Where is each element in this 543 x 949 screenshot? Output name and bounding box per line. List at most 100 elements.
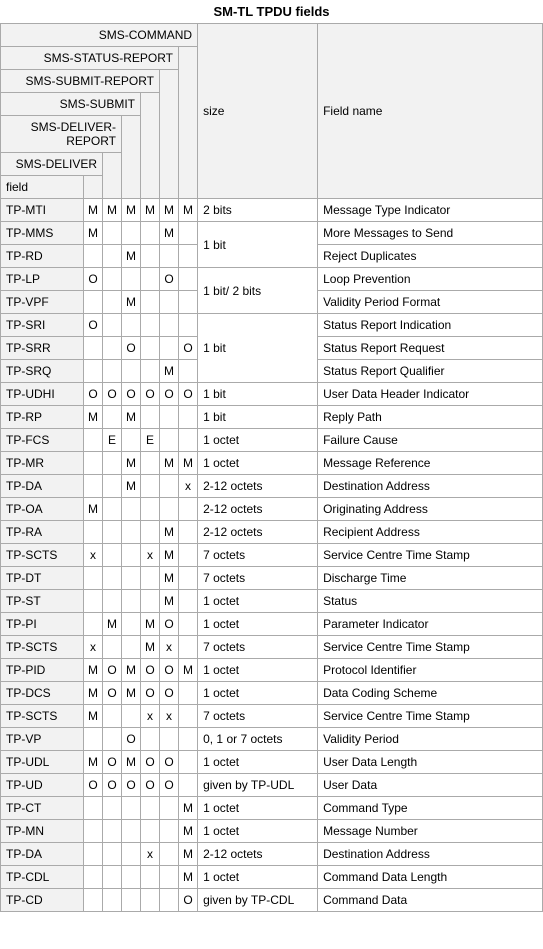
mark-cell [84, 797, 103, 820]
name-cell: Validity Period Format [318, 291, 543, 314]
size-cell: 0, 1 or 7 octets [198, 728, 318, 751]
mark-cell [84, 843, 103, 866]
mark-cell [103, 797, 122, 820]
table-row: TP-DCSMOMOO1 octetData Coding Scheme [1, 682, 543, 705]
table-row: TP-CDOgiven by TP-CDLCommand Data [1, 889, 543, 912]
mark-cell [179, 314, 198, 337]
mark-cell [141, 820, 160, 843]
mark-cell [179, 360, 198, 383]
mark-cell [179, 429, 198, 452]
mark-cell [179, 682, 198, 705]
field-cell: TP-SCTS [1, 636, 84, 659]
mark-cell: O [160, 613, 179, 636]
field-cell: TP-PID [1, 659, 84, 682]
mark-cell [103, 567, 122, 590]
mark-cell: M [122, 245, 141, 268]
field-cell: TP-SCTS [1, 544, 84, 567]
name-cell: User Data Header Indicator [318, 383, 543, 406]
hdr-spacer [84, 176, 103, 199]
mark-cell [179, 728, 198, 751]
mark-cell [141, 475, 160, 498]
mark-cell [84, 590, 103, 613]
field-cell: TP-MR [1, 452, 84, 475]
name-cell: Recipient Address [318, 521, 543, 544]
size-cell: 2-12 octets [198, 843, 318, 866]
name-cell: Protocol Identifier [318, 659, 543, 682]
size-cell: 2-12 octets [198, 521, 318, 544]
name-cell: Parameter Indicator [318, 613, 543, 636]
field-cell: TP-SRI [1, 314, 84, 337]
name-cell: Validity Period [318, 728, 543, 751]
mark-cell [103, 314, 122, 337]
hdr-spacer [179, 47, 198, 199]
mark-cell: O [103, 383, 122, 406]
mark-cell: O [84, 774, 103, 797]
mark-cell: M [179, 866, 198, 889]
mark-cell: M [103, 199, 122, 222]
field-cell: TP-PI [1, 613, 84, 636]
mark-cell [84, 866, 103, 889]
mark-cell: M [84, 498, 103, 521]
field-cell: TP-DCS [1, 682, 84, 705]
mark-cell [122, 429, 141, 452]
size-cell: 1 octet [198, 682, 318, 705]
table-row: TP-DAMx2-12 octetsDestination Address [1, 475, 543, 498]
col-sms-deliver-report: SMS-DELIVER-REPORT [1, 116, 122, 153]
mark-cell: M [179, 820, 198, 843]
mark-cell: M [160, 521, 179, 544]
field-cell: TP-RP [1, 406, 84, 429]
table-row: TP-FCSEE1 octetFailure Cause [1, 429, 543, 452]
mark-cell: M [160, 222, 179, 245]
mark-cell [141, 889, 160, 912]
mark-cell [84, 452, 103, 475]
mark-cell: O [84, 268, 103, 291]
table-row: TP-MMSMM1 bitMore Messages to Send [1, 222, 543, 245]
table-row: TP-SCTSMxx7 octetsService Centre Time St… [1, 705, 543, 728]
size-cell: 1 octet [198, 429, 318, 452]
mark-cell: M [141, 199, 160, 222]
size-cell: 1 bit/ 2 bits [198, 268, 318, 314]
table-row: TP-DTM7 octetsDischarge Time [1, 567, 543, 590]
name-cell: Status Report Qualifier [318, 360, 543, 383]
name-cell: Command Data Length [318, 866, 543, 889]
mark-cell [103, 728, 122, 751]
mark-cell: M [122, 406, 141, 429]
table-row: TP-MNM1 octetMessage Number [1, 820, 543, 843]
mark-cell [160, 889, 179, 912]
mark-cell [122, 889, 141, 912]
mark-cell: O [122, 383, 141, 406]
mark-cell [160, 245, 179, 268]
field-cell: TP-CDL [1, 866, 84, 889]
mark-cell: M [103, 613, 122, 636]
size-cell: 2-12 octets [198, 475, 318, 498]
mark-cell [160, 337, 179, 360]
mark-cell [179, 245, 198, 268]
mark-cell [84, 475, 103, 498]
field-cell: TP-VPF [1, 291, 84, 314]
name-cell: Command Type [318, 797, 543, 820]
mark-cell [179, 222, 198, 245]
hdr-spacer [122, 116, 141, 199]
size-cell: 1 bit [198, 314, 318, 383]
table-row: TP-UDHIOOOOOO1 bitUser Data Header Indic… [1, 383, 543, 406]
mark-cell: M [84, 659, 103, 682]
field-cell: TP-ST [1, 590, 84, 613]
mark-cell [84, 521, 103, 544]
mark-cell [160, 728, 179, 751]
mark-cell [84, 429, 103, 452]
mark-cell: M [122, 751, 141, 774]
table-row: TP-OAM2-12 octetsOriginating Address [1, 498, 543, 521]
name-cell: Service Centre Time Stamp [318, 705, 543, 728]
mark-cell [141, 797, 160, 820]
mark-cell: M [160, 360, 179, 383]
mark-cell: E [141, 429, 160, 452]
mark-cell [179, 774, 198, 797]
col-size: size [198, 24, 318, 199]
field-cell: TP-MMS [1, 222, 84, 245]
size-cell: 7 octets [198, 705, 318, 728]
mark-cell [160, 429, 179, 452]
col-sms-deliver: SMS-DELIVER [1, 153, 103, 176]
col-sms-command: SMS-COMMAND [1, 24, 198, 47]
name-cell: Destination Address [318, 475, 543, 498]
mark-cell: M [179, 797, 198, 820]
